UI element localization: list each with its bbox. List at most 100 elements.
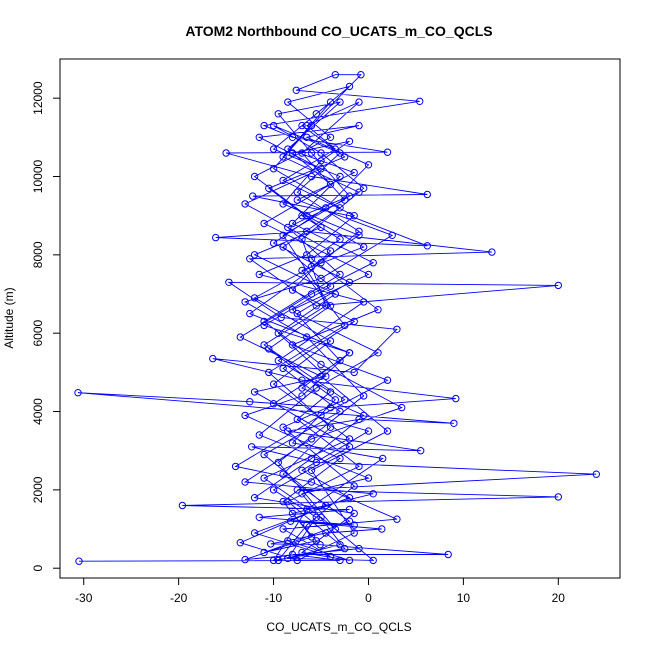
data-point <box>246 398 254 406</box>
data-point <box>355 188 363 196</box>
data-point <box>255 431 263 439</box>
data-point <box>336 556 344 565</box>
data-point <box>326 247 335 255</box>
data-point <box>293 486 301 494</box>
data-point <box>341 321 349 330</box>
data-point <box>274 356 282 365</box>
data-point <box>452 394 460 403</box>
data-point <box>307 255 316 263</box>
x-tick-label: 10 <box>457 591 471 605</box>
data-point <box>345 192 354 200</box>
data-point <box>326 403 335 412</box>
data-point <box>246 255 254 263</box>
data-point <box>326 423 335 431</box>
data-point <box>284 427 292 435</box>
data-point <box>326 98 335 106</box>
data-point <box>307 454 316 463</box>
data-point <box>331 290 339 298</box>
data-point <box>364 474 373 482</box>
data-point <box>317 157 325 165</box>
data-point <box>444 550 452 559</box>
data-point <box>298 235 306 243</box>
data-point <box>241 411 249 420</box>
data-point <box>277 313 285 322</box>
data-point <box>307 435 316 443</box>
series-line <box>77 74 597 562</box>
y-tick-label: 6000 <box>31 320 45 347</box>
data-point <box>293 196 301 204</box>
data-point <box>316 541 324 549</box>
data-point <box>303 251 311 259</box>
y-tick-label: 12000 <box>31 81 45 115</box>
data-point <box>360 411 368 420</box>
data-point <box>307 478 316 486</box>
data-point <box>260 341 268 349</box>
data-point <box>269 239 278 247</box>
data-point <box>374 349 382 357</box>
data-point <box>341 153 349 161</box>
data-point <box>341 544 349 553</box>
data-point <box>317 513 325 521</box>
data-point <box>274 110 282 118</box>
data-point <box>250 494 259 502</box>
data-point <box>350 521 358 529</box>
data-point <box>417 447 425 455</box>
chart-title: ATOM2 Northbound CO_UCATS_m_CO_QCLS <box>185 23 492 39</box>
data-point <box>345 494 354 502</box>
data-point <box>312 302 320 310</box>
data-point <box>312 110 320 118</box>
data-point <box>331 396 339 404</box>
data-point <box>326 337 335 345</box>
data-point <box>307 121 316 130</box>
data-point <box>345 517 354 525</box>
data-point <box>336 204 344 212</box>
y-tick-label: 8000 <box>31 241 45 268</box>
data-point <box>75 557 83 565</box>
data-point <box>369 259 377 267</box>
data-point <box>284 497 292 506</box>
data-point <box>286 517 295 525</box>
data-point <box>322 302 330 310</box>
data-point <box>360 184 368 193</box>
data-point <box>284 98 292 106</box>
data-point <box>341 196 349 204</box>
data-point <box>293 309 301 318</box>
data-point <box>350 529 358 537</box>
data-point <box>225 278 233 286</box>
data-point <box>345 137 354 146</box>
data-point <box>74 389 82 397</box>
y-tick-label: 10000 <box>31 160 45 194</box>
data-point <box>303 333 311 341</box>
data-point <box>345 435 354 443</box>
data-point <box>360 243 368 251</box>
data-point <box>317 372 325 380</box>
data-point <box>322 372 330 380</box>
data-point <box>303 227 311 236</box>
data-point <box>279 200 287 208</box>
data-point <box>303 121 311 130</box>
data-point <box>378 525 386 533</box>
data-point <box>269 145 278 153</box>
data-point <box>317 411 325 420</box>
data-point <box>322 204 330 212</box>
data-point <box>312 537 320 545</box>
data-point <box>303 212 311 220</box>
data-point <box>260 450 268 459</box>
data-point <box>355 231 363 240</box>
y-axis: 0 2000 4000 6000 8000 10000 12000 <box>31 81 61 572</box>
data-point <box>307 172 316 181</box>
x-tick-label: -30 <box>75 591 93 605</box>
data-point <box>231 462 240 471</box>
data-point <box>336 98 344 106</box>
data-point <box>250 529 259 537</box>
data-point <box>284 145 292 153</box>
data-point <box>250 251 259 259</box>
data-point <box>355 121 363 130</box>
data-point <box>298 149 306 157</box>
x-tick-label: 20 <box>552 591 566 605</box>
data-point <box>279 176 287 185</box>
data-point <box>303 521 311 529</box>
data-point <box>336 270 344 279</box>
data-point <box>248 443 256 451</box>
